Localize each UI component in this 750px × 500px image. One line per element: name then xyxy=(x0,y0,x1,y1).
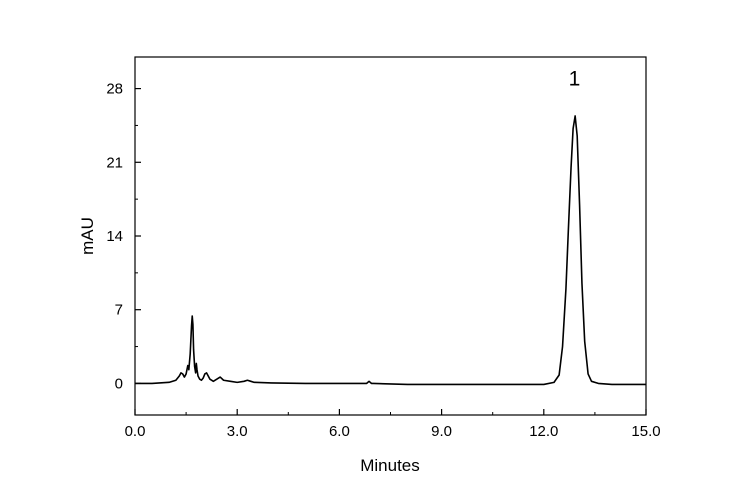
y-tick-label: 21 xyxy=(106,154,123,171)
y-tick-label: 7 xyxy=(115,302,123,319)
x-tick-label: 3.0 xyxy=(227,423,248,440)
x-tick-label: 0.0 xyxy=(125,423,146,440)
chromatogram-trace xyxy=(135,115,646,386)
y-axis-ticks: 0 7 14 21 28 xyxy=(106,81,141,392)
x-tick-label: 6.0 xyxy=(329,423,350,440)
y-tick-label: 14 xyxy=(106,228,123,245)
x-axis-ticks: 0.0 3.0 6.0 9.0 12.0 15.0 xyxy=(125,409,661,440)
x-tick-label: 12.0 xyxy=(529,423,558,440)
plot-frame xyxy=(134,56,647,416)
x-tick-label: 9.0 xyxy=(431,423,452,440)
y-tick-label: 28 xyxy=(106,81,123,98)
peak-annotations: 1 xyxy=(569,67,581,90)
peak-label: 1 xyxy=(569,67,581,90)
x-axis-label: Minutes xyxy=(360,456,420,475)
x-tick-label: 15.0 xyxy=(631,423,660,440)
y-axis-label: mAU xyxy=(78,217,97,255)
y-tick-label: 0 xyxy=(115,375,123,392)
